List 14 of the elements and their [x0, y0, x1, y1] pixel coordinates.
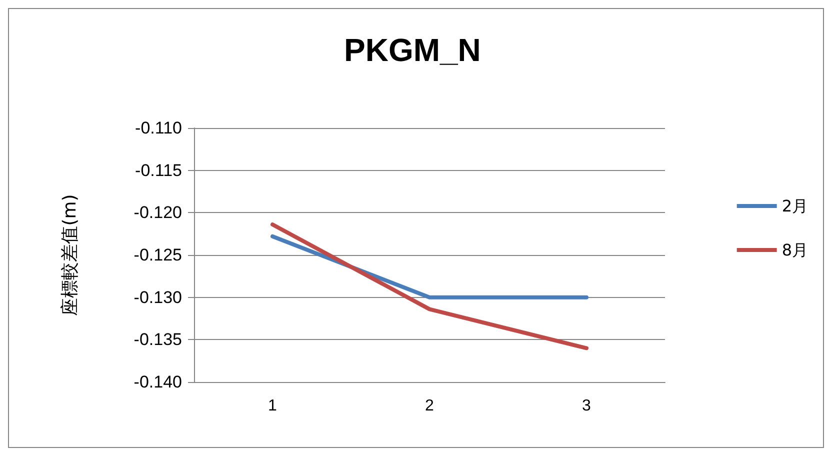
y-tick-label: -0.125 — [134, 246, 182, 264]
x-tick-label: 2 — [425, 398, 434, 414]
y-tick-label: -0.110 — [135, 118, 182, 138]
chart-title: PKGM_N — [344, 32, 481, 68]
y-tick-label: -0.130 — [134, 288, 182, 307]
x-tick-label: 3 — [582, 398, 592, 414]
x-tick-label: 1 — [268, 398, 278, 414]
y-tick-label: -0.135 — [134, 330, 182, 350]
legend-label: 2月 — [782, 196, 808, 216]
y-tick-label: -0.115 — [135, 160, 182, 180]
y-tick-label: -0.120 — [134, 203, 182, 222]
legend-label: 8月 — [782, 240, 808, 260]
y-tick-label: -0.140 — [134, 372, 182, 392]
y-axis-title: 座標較差值(m) — [60, 194, 80, 316]
